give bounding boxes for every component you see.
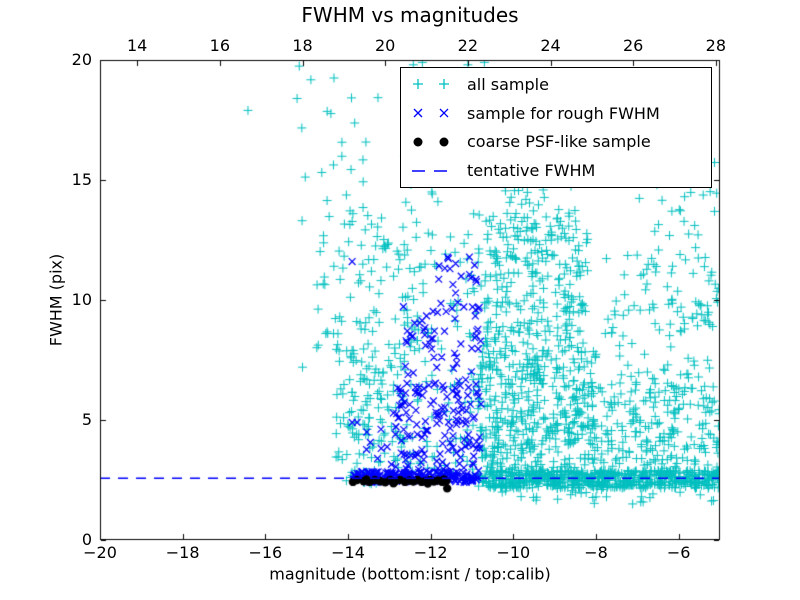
x-top-tick-label: 16 xyxy=(209,36,231,55)
legend-item-coarse-psf: coarse PSF-like sample xyxy=(401,132,711,151)
x-bottom-tick-label: −18 xyxy=(165,543,200,562)
legend-label-rough-fwhm: sample for rough FWHM xyxy=(467,103,660,123)
x-bottom-tick-label: −6 xyxy=(666,543,691,562)
dashed-line-icon xyxy=(412,169,454,172)
y-tick-label: 20 xyxy=(71,50,92,69)
x-bottom-tick-label: −10 xyxy=(496,543,531,562)
dot-marker-icon xyxy=(413,137,449,147)
legend-item-tentative-fwhm: tentative FWHM xyxy=(401,161,711,180)
x-top-tick-label: 24 xyxy=(540,36,561,55)
x-top-tick-label: 20 xyxy=(375,36,396,55)
x-top-tick-label: 14 xyxy=(127,36,148,55)
legend-item-rough-fwhm: sample for rough FWHM xyxy=(401,104,711,123)
legend: all sample sample for rough FWHM coarse … xyxy=(400,67,712,188)
x-top-tick-label: 28 xyxy=(705,36,727,55)
x-marker-icon xyxy=(413,108,449,118)
x-bottom-tick-label: −16 xyxy=(248,543,283,562)
x-top-tick-label: 26 xyxy=(623,36,644,55)
y-tick-label: 10 xyxy=(71,290,92,309)
x-top-tick-label: 22 xyxy=(457,36,479,55)
plus-marker-icon xyxy=(413,79,449,90)
x-bottom-tick-label: −14 xyxy=(331,543,365,562)
x-top-tick-label: 18 xyxy=(292,36,313,55)
x-bottom-tick-label: −20 xyxy=(83,543,117,562)
y-tick-label: 0 xyxy=(81,530,92,549)
y-tick-label: 5 xyxy=(81,410,92,429)
x-bottom-tick-label: −12 xyxy=(413,543,448,562)
legend-label-tentative-fwhm: tentative FWHM xyxy=(467,161,596,181)
legend-item-all-sample: all sample xyxy=(401,75,711,94)
legend-label-all-sample: all sample xyxy=(467,74,549,94)
y-tick-label: 15 xyxy=(71,170,92,189)
chart-title: FWHM vs magnitudes xyxy=(301,3,519,27)
legend-label-coarse-psf: coarse PSF-like sample xyxy=(467,132,651,152)
x-bottom-tick-label: −8 xyxy=(584,543,608,562)
x-axis-label: magnitude (bottom:isnt / top:calib) xyxy=(269,564,551,584)
